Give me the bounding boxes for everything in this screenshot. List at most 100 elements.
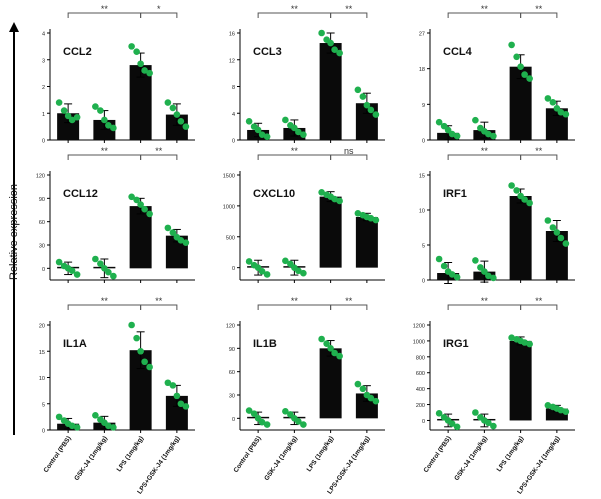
y-tick-label: 3 [42,58,45,64]
data-point [137,60,144,68]
data-point [141,358,148,366]
bar [319,196,342,268]
data-point [169,104,177,112]
significance-label: ** [101,296,109,306]
y-tick-label: 400 [416,387,425,393]
data-point [490,132,497,140]
data-point [146,69,153,77]
data-point [544,402,552,409]
data-point [448,130,456,138]
x-category-label: LPS+GSK-J4 (1mg/kg) [326,435,371,495]
bar [509,196,532,280]
data-point [521,339,528,346]
panel-title: CCL2 [63,46,92,58]
y-tick-label: 10 [39,376,45,382]
data-point [169,229,177,236]
data-point [508,334,515,342]
y-tick-label: 15 [39,350,45,356]
y-tick-label: 30 [39,244,45,250]
data-point [549,99,557,106]
data-point [55,258,63,266]
y-tick-label: 500 [226,235,235,241]
data-point [263,271,271,278]
panel-title: CCL4 [443,46,473,58]
data-point [521,196,528,203]
y-tick-label: 15 [419,174,425,180]
y-tick-label: 0 [232,266,235,272]
data-point [472,409,479,416]
y-tick-label: 1 [42,112,45,118]
significance-label: ** [101,146,109,156]
data-point [182,123,190,130]
y-tick-label: 1500 [223,174,235,180]
y-arrow-head [9,22,19,32]
significance-label: ** [481,296,489,306]
data-point [513,53,520,61]
data-point [440,262,448,270]
y-tick-label: 4 [42,32,45,38]
data-point [128,193,135,201]
bar [319,43,342,140]
data-point [182,403,190,410]
data-point [110,124,117,132]
data-point [141,205,148,213]
data-point [128,43,135,50]
data-point [562,408,570,416]
y-tick-label: 5 [42,402,45,408]
data-point [367,106,375,114]
data-point [448,420,456,427]
data-point [133,196,140,204]
significance-label: ** [155,146,163,156]
significance-label: ** [535,296,543,306]
y-tick-label: 30 [229,394,235,400]
y-tick-label: 12 [229,58,235,64]
y-tick-label: 800 [416,355,425,361]
data-point [359,385,367,393]
data-point [485,419,492,427]
data-point [68,422,76,430]
panel-irg1: 0 200 400 600 800 1000 1200 IRG1 ** ** Control (PB… [413,296,575,496]
y-tick-label: 20 [39,324,45,330]
data-point [282,408,289,415]
significance-bracket [520,12,558,18]
data-point [105,268,112,276]
y-tick-label: 0 [232,417,235,423]
data-point [164,99,172,106]
data-point [177,237,185,244]
bar [355,217,378,268]
data-point [97,260,104,267]
data-point [327,345,334,352]
y-arrow-shaft [13,30,15,435]
significance-label: ** [535,4,543,14]
data-point [336,49,343,57]
data-point [60,107,68,114]
data-point [263,133,271,140]
panel-title: IRG1 [443,338,469,350]
data-point [359,93,367,100]
significance-bracket [140,304,178,310]
panel-ccl3: 0 4 8 12 16 CCL3 ** ** [229,4,385,145]
data-point [490,422,497,430]
data-point [245,258,253,265]
significance-bracket [330,304,368,310]
x-category-label: LPS (1mg/kg) [496,435,526,473]
significance-label: ** [345,296,353,306]
x-category-label: LPS (1mg/kg) [116,435,146,473]
significance-label: ** [481,4,489,14]
y-tick-label: 1000 [223,204,235,210]
data-point [372,111,380,118]
y-tick-label: 120 [36,174,45,180]
data-point [295,418,302,425]
x-category-label: LPS+GSK-J4 (1mg/kg) [136,435,181,495]
data-point [146,210,153,218]
panel-title: IL1A [63,338,87,350]
data-point [97,107,104,114]
significance-bracket [140,12,178,18]
data-point [182,239,190,246]
panel-title: CCL12 [63,188,98,200]
data-point [73,113,81,121]
panel-title: IL1B [253,338,277,350]
significance-label: ** [155,296,163,306]
bar [129,206,152,269]
